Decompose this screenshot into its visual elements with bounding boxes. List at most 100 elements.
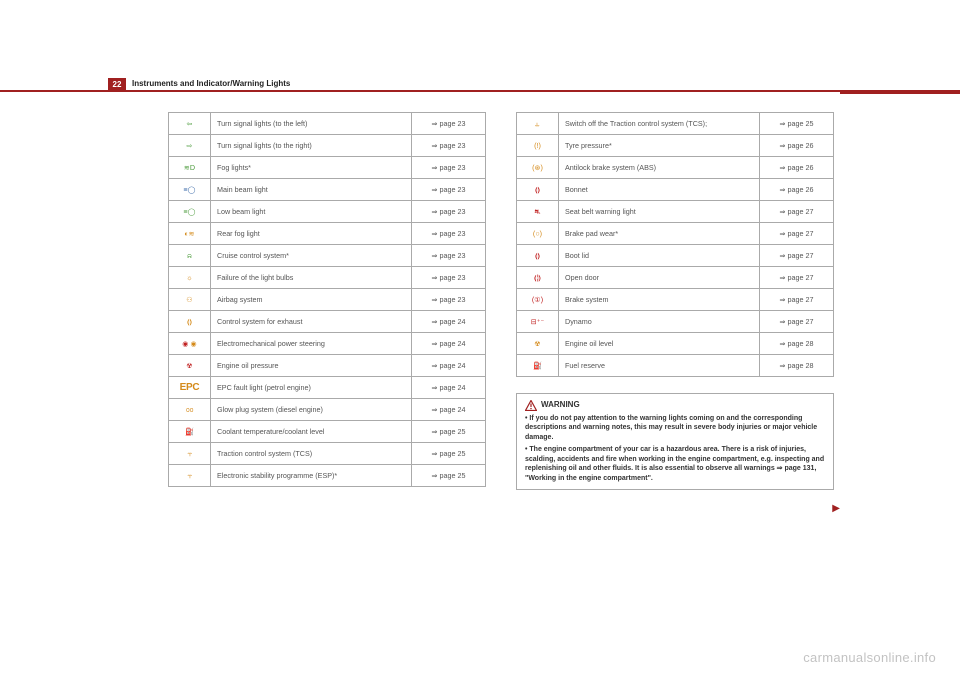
indicator-icon: ⍾ [169, 245, 211, 267]
table-row: ⛐Seat belt warning light⇒ page 27 [517, 201, 834, 223]
table-row: ☼Failure of the light bulbs⇒ page 23 [169, 267, 486, 289]
page-ref: ⇒ page 23 [412, 245, 486, 267]
indicator-label: Open door [559, 267, 760, 289]
page-ref: ⇒ page 23 [412, 135, 486, 157]
table-row: ⊟⁺⁻Dynamo⇒ page 27 [517, 311, 834, 333]
indicator-icon: ⟬⟭ [517, 245, 559, 267]
table-row: ൦൦Glow plug system (diesel engine)⇒ page… [169, 399, 486, 421]
indicator-icon: ⚇ [169, 289, 211, 311]
table-row: ☢Engine oil level⇒ page 28 [517, 333, 834, 355]
indicator-icon: ☼ [169, 267, 211, 289]
page-ref: ⇒ page 24 [412, 311, 486, 333]
table-row: ⍾Cruise control system*⇒ page 23 [169, 245, 486, 267]
right-column: ⥿Switch off the Traction control system … [516, 112, 834, 490]
page-ref: ⇒ page 25 [760, 113, 834, 135]
indicator-label: Main beam light [211, 179, 412, 201]
warning-bullet-2: • The engine compartment of your car is … [525, 445, 825, 483]
indicator-label: Failure of the light bulbs [211, 267, 412, 289]
right-indicator-table: ⥿Switch off the Traction control system … [516, 112, 834, 377]
indicator-label: Control system for exhaust [211, 311, 412, 333]
indicator-icon: ⥿ [517, 113, 559, 135]
indicator-icon: ⟬⟭ [517, 179, 559, 201]
page-ref: ⇒ page 26 [760, 157, 834, 179]
left-indicator-table: ⇦Turn signal lights (to the left)⇒ page … [168, 112, 486, 487]
page-ref: ⇒ page 27 [760, 289, 834, 311]
indicator-label: Turn signal lights (to the left) [211, 113, 412, 135]
table-row: ≡◯Low beam light⇒ page 23 [169, 201, 486, 223]
continue-arrow-icon: ▶ [832, 503, 840, 514]
page-ref: ⇒ page 26 [760, 179, 834, 201]
page-ref: ⇒ page 23 [412, 113, 486, 135]
indicator-icon: ≡◯ [169, 201, 211, 223]
indicator-icon: ⛐ [517, 201, 559, 223]
indicator-icon: ⟬¦⟭ [517, 267, 559, 289]
indicator-label: Seat belt warning light [559, 201, 760, 223]
indicator-label: Rear fog light [211, 223, 412, 245]
table-row: ⥿Switch off the Traction control system … [517, 113, 834, 135]
indicator-icon: ⊟⁺⁻ [517, 311, 559, 333]
indicator-icon: ◉◉ [169, 333, 211, 355]
table-row: ⛽Fuel reserve⇒ page 28 [517, 355, 834, 377]
page-ref: ⇒ page 23 [412, 201, 486, 223]
page-ref: ⇒ page 26 [760, 135, 834, 157]
indicator-label: Turn signal lights (to the right) [211, 135, 412, 157]
page-number: 22 [108, 78, 126, 90]
indicator-icon: ≋D [169, 157, 211, 179]
indicator-label: EPC fault light (petrol engine) [211, 377, 412, 399]
page-ref: ⇒ page 24 [412, 355, 486, 377]
page-ref: ⇒ page 25 [412, 443, 486, 465]
indicator-icon: EPC [169, 377, 211, 399]
indicator-label: Electromechanical power steering [211, 333, 412, 355]
table-row: (⊛)Antilock brake system (ABS)⇒ page 26 [517, 157, 834, 179]
indicator-label: Brake pad wear* [559, 223, 760, 245]
indicator-icon: (⊛) [517, 157, 559, 179]
table-row: ⇦Turn signal lights (to the left)⇒ page … [169, 113, 486, 135]
indicator-label: Bonnet [559, 179, 760, 201]
indicator-label: Fuel reserve [559, 355, 760, 377]
indicator-label: Airbag system [211, 289, 412, 311]
indicator-icon: ⛽ [169, 421, 211, 443]
indicator-label: Low beam light [211, 201, 412, 223]
header-rule-accent [840, 90, 960, 94]
indicator-icon: ൦൦ [169, 399, 211, 421]
table-row: ◐≋Rear fog light⇒ page 23 [169, 223, 486, 245]
page-root: 22 Instruments and Indicator/Warning Lig… [0, 0, 960, 679]
indicator-label: Traction control system (TCS) [211, 443, 412, 465]
table-row: ⟬⟭Control system for exhaust⇒ page 24 [169, 311, 486, 333]
indicator-label: Tyre pressure* [559, 135, 760, 157]
table-row: ≋DFog lights*⇒ page 23 [169, 157, 486, 179]
indicator-label: Engine oil pressure [211, 355, 412, 377]
indicator-icon: (○) [517, 223, 559, 245]
indicator-icon: (①) [517, 289, 559, 311]
page-ref: ⇒ page 27 [760, 223, 834, 245]
indicator-label: Fog lights* [211, 157, 412, 179]
indicator-label: Cruise control system* [211, 245, 412, 267]
table-row: ≡◯Main beam light⇒ page 23 [169, 179, 486, 201]
table-row: ⥾Traction control system (TCS)⇒ page 25 [169, 443, 486, 465]
page-ref: ⇒ page 23 [412, 223, 486, 245]
page-ref: ⇒ page 24 [412, 377, 486, 399]
table-row: ⇨Turn signal lights (to the right)⇒ page… [169, 135, 486, 157]
page-ref: ⇒ page 23 [412, 289, 486, 311]
page-title: Instruments and Indicator/Warning Lights [132, 79, 290, 88]
warning-triangle-icon [525, 400, 537, 411]
indicator-label: Electronic stability programme (ESP)* [211, 465, 412, 487]
watermark-text: carmanualsonline.info [803, 650, 936, 665]
table-row: (①)Brake system⇒ page 27 [517, 289, 834, 311]
page-ref: ⇒ page 28 [760, 355, 834, 377]
indicator-icon: (!) [517, 135, 559, 157]
page-ref: ⇒ page 23 [412, 157, 486, 179]
page-ref: ⇒ page 23 [412, 267, 486, 289]
table-row: ⛽Coolant temperature/coolant level⇒ page… [169, 421, 486, 443]
indicator-icon: ⇨ [169, 135, 211, 157]
indicator-label: Glow plug system (diesel engine) [211, 399, 412, 421]
page-ref: ⇒ page 27 [760, 201, 834, 223]
warning-box: WARNING • If you do not pay attention to… [516, 393, 834, 490]
indicator-icon: ⟬⟭ [169, 311, 211, 333]
page-ref: ⇒ page 27 [760, 245, 834, 267]
warning-title-row: WARNING [525, 400, 825, 411]
table-row: (!)Tyre pressure*⇒ page 26 [517, 135, 834, 157]
page-ref: ⇒ page 27 [760, 267, 834, 289]
indicator-icon: ☢ [169, 355, 211, 377]
table-row: EPCEPC fault light (petrol engine)⇒ page… [169, 377, 486, 399]
